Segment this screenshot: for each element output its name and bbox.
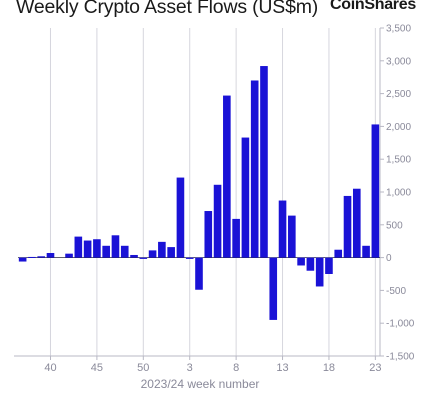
x-tick-label: 3 <box>187 362 193 374</box>
bar <box>204 211 213 258</box>
bar <box>111 235 120 258</box>
bar <box>185 257 194 259</box>
y-tick-label: 2,000 <box>386 122 411 133</box>
bar <box>65 253 73 258</box>
x-tick-label: 50 <box>137 362 149 374</box>
x-tick-label: 23 <box>369 362 381 374</box>
x-tick-label: 45 <box>91 362 103 374</box>
bar <box>371 124 380 258</box>
bar <box>362 245 370 258</box>
bar <box>315 257 324 287</box>
x-tick-label: 40 <box>44 362 56 374</box>
bar <box>195 257 203 290</box>
y-tick-label: -1,000 <box>386 319 415 330</box>
bar <box>306 257 315 271</box>
x-tick-labels: 40 45 50 3 8 13 18 23 <box>44 362 381 374</box>
bar <box>130 254 138 258</box>
y-tick-label: -1,500 <box>386 352 415 363</box>
bar <box>297 257 305 266</box>
x-tick-label: 8 <box>233 362 239 374</box>
x-tick-label: 18 <box>323 362 335 374</box>
bar <box>213 184 222 258</box>
bar <box>176 177 185 258</box>
bar <box>93 239 101 258</box>
bars <box>18 66 380 320</box>
bar <box>139 257 148 259</box>
y-tick-label: -500 <box>386 286 406 297</box>
bar <box>223 95 231 258</box>
y-tick-label: 1,500 <box>386 155 411 166</box>
bar <box>148 250 157 258</box>
bar <box>288 215 296 258</box>
bar <box>260 66 268 258</box>
coinshares-logo: CoinShares <box>330 0 416 13</box>
bar <box>278 200 287 258</box>
bar <box>250 80 259 258</box>
y-tick-label: 2,500 <box>386 89 411 100</box>
y-tick-label: 3,500 <box>386 24 411 35</box>
bar <box>37 256 46 258</box>
bar <box>269 257 278 320</box>
y-tick-label: 3,000 <box>386 56 411 67</box>
gridlines <box>49 28 376 356</box>
y-tick-label: 0 <box>386 253 392 264</box>
bar <box>334 249 343 258</box>
bar <box>352 188 361 258</box>
bar <box>83 240 92 258</box>
bar <box>18 257 27 262</box>
bar <box>74 236 83 258</box>
bar <box>232 218 240 258</box>
bar <box>343 195 352 258</box>
chart-title: Weekly Crypto Asset Flows (US$m) <box>16 0 319 18</box>
bar <box>102 245 110 258</box>
x-tick-label: 13 <box>276 362 288 374</box>
bar <box>120 245 129 258</box>
y-tick-label: 500 <box>386 220 403 231</box>
y-tick-labels: -1,500 -1,000 -500 0 500 1,000 1,500 2,000 2,500… <box>386 24 415 363</box>
bar <box>158 241 166 258</box>
bar <box>325 257 333 274</box>
bar <box>28 256 36 258</box>
bar <box>241 137 250 258</box>
bar <box>167 247 175 258</box>
x-axis-label: 2023/24 week number <box>141 377 260 391</box>
y-tick-label: 1,000 <box>386 188 411 199</box>
bar <box>46 253 55 258</box>
